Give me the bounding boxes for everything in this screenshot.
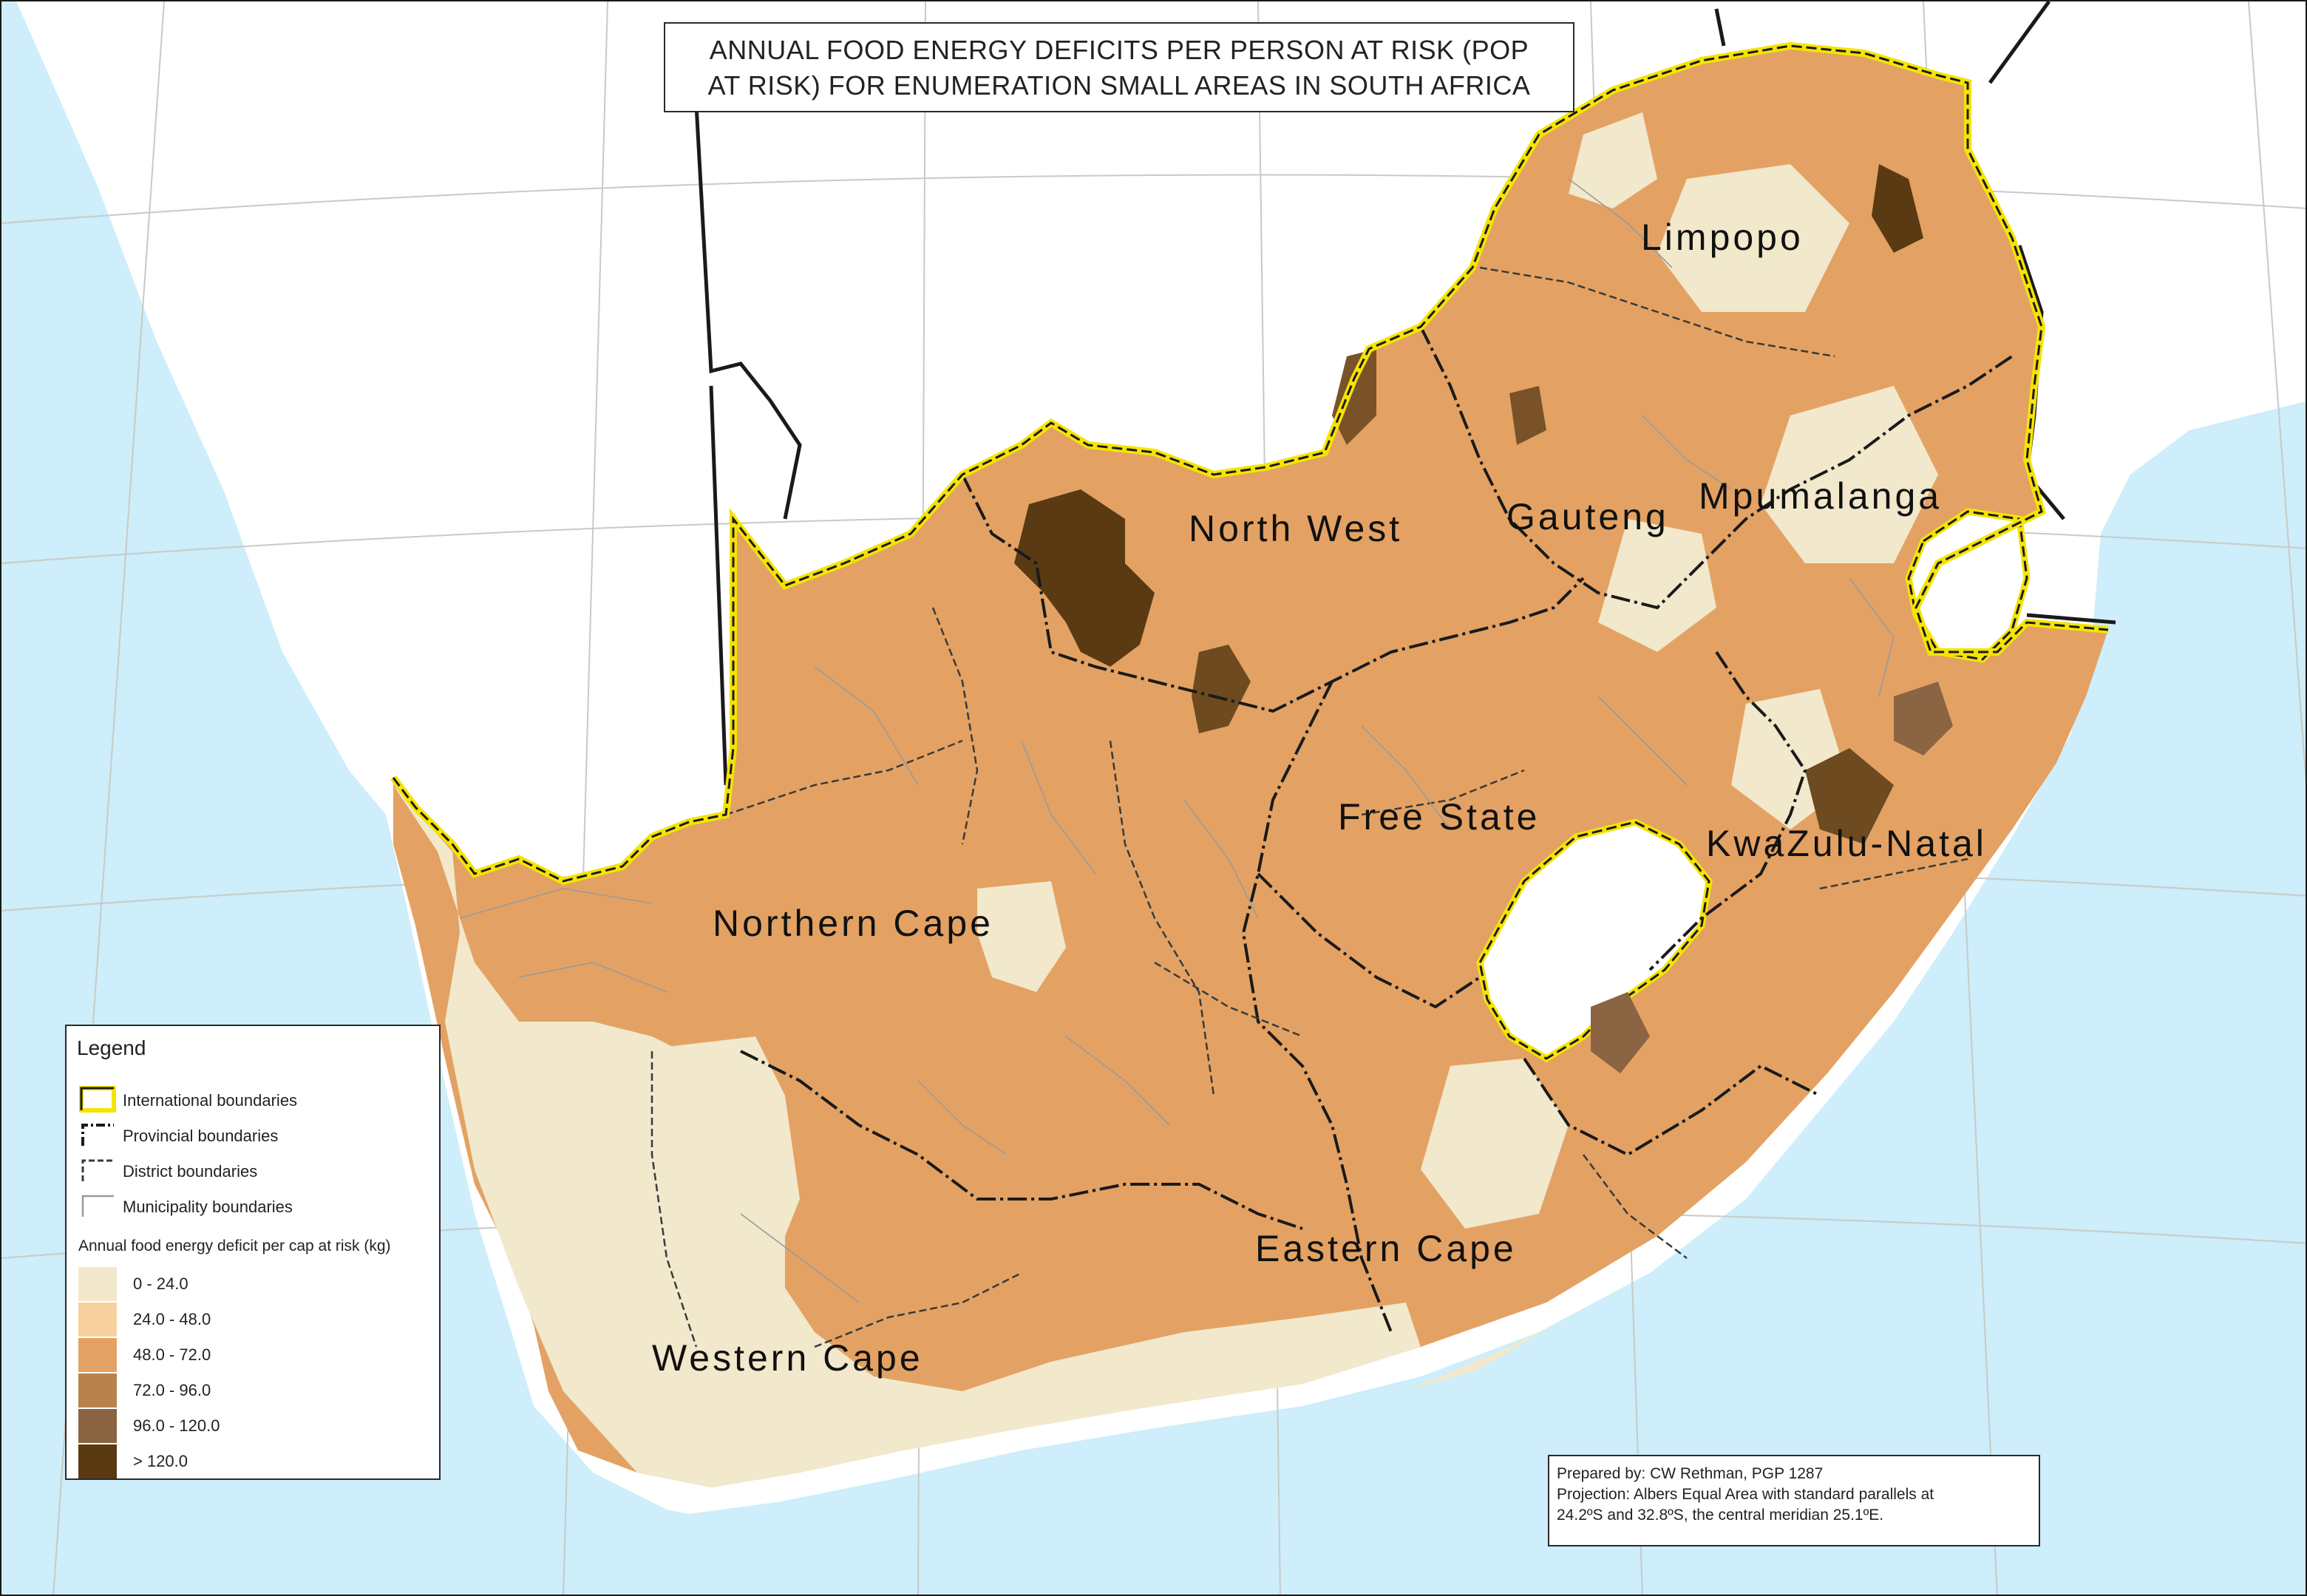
title-line-2: AT RISK) FOR ENUMERATION SMALL AREAS IN … [707,70,1531,101]
credits-author: Prepared by: CW Rethman, PGP 1287 [1557,1465,1824,1482]
legend-label-district: District boundaries [123,1162,258,1181]
label-limpopo: Limpopo [1641,217,1804,258]
legend-label-municipality: Municipality boundaries [123,1198,293,1216]
district-boundary-symbol [81,1159,114,1181]
provincial-boundaries [740,326,2014,1333]
south-africa-land [393,46,2108,1487]
high-deficit-areas [1014,164,1953,1073]
legend-class-label-6: > 120.0 [133,1452,188,1470]
neighbour-borders [694,1,2116,786]
legend-swatch-5 [78,1409,117,1443]
legend-label-international: International boundaries [123,1091,298,1110]
credits-parallels: 24.2ºS and 32.8ºS, the central meridian … [1557,1507,1884,1524]
legend-class-label-3: 48.0 - 72.0 [133,1345,211,1364]
legend-row-district: District boundaries [78,1156,433,1186]
legend-ramp-title: Annual food energy deficit per cap at ri… [78,1237,391,1254]
label-north-west: North West [1189,508,1403,549]
municipality-boundary-symbol [81,1195,114,1217]
legend-class-label-2: 24.0 - 48.0 [133,1310,211,1328]
district-boundaries [650,266,1968,1348]
label-western-cape: Western Cape [652,1337,923,1379]
label-eastern-cape: Eastern Cape [1255,1228,1517,1269]
legend: Legend International boundaries Provinci… [65,1025,441,1480]
legend-row-provincial: Provincial boundaries [78,1121,433,1150]
legend-label-provincial: Provincial boundaries [123,1127,279,1145]
legend-row-international: International boundaries [78,1085,433,1115]
legend-swatch-6 [78,1444,117,1478]
map-title: ANNUAL FOOD ENERGY DEFICITS PER PERSON A… [664,22,1574,112]
international-boundary-symbol [79,1086,116,1113]
legend-swatch-3 [78,1338,117,1372]
legend-class-label-5: 96.0 - 120.0 [133,1416,220,1435]
indian-ocean [609,401,2306,1595]
credits-box: Prepared by: CW Rethman, PGP 1287 Projec… [1548,1455,2040,1546]
legend-class-label-1: 0 - 24.0 [133,1274,188,1293]
legend-swatch-4 [78,1373,117,1407]
provincial-boundary-symbol [81,1124,114,1146]
label-free-state: Free State [1338,796,1540,838]
label-northern-cape: Northern Cape [713,903,993,944]
legend-class-label-4: 72.0 - 96.0 [133,1381,211,1399]
credits-projection: Projection: Albers Equal Area with stand… [1557,1486,1934,1503]
legend-row-municipality: Municipality boundaries [78,1192,433,1221]
label-kwazulu-natal: KwaZulu-Natal [1706,823,1987,864]
title-line-1: ANNUAL FOOD ENERGY DEFICITS PER PERSON A… [709,35,1529,65]
legend-swatch-1 [78,1267,117,1301]
municipality-boundaries [459,178,1895,1303]
label-gauteng: Gauteng [1506,496,1669,537]
legend-title: Legend [77,1036,146,1059]
legend-swatch-2 [78,1303,117,1337]
label-mpumalanga: Mpumalanga [1699,475,1943,517]
